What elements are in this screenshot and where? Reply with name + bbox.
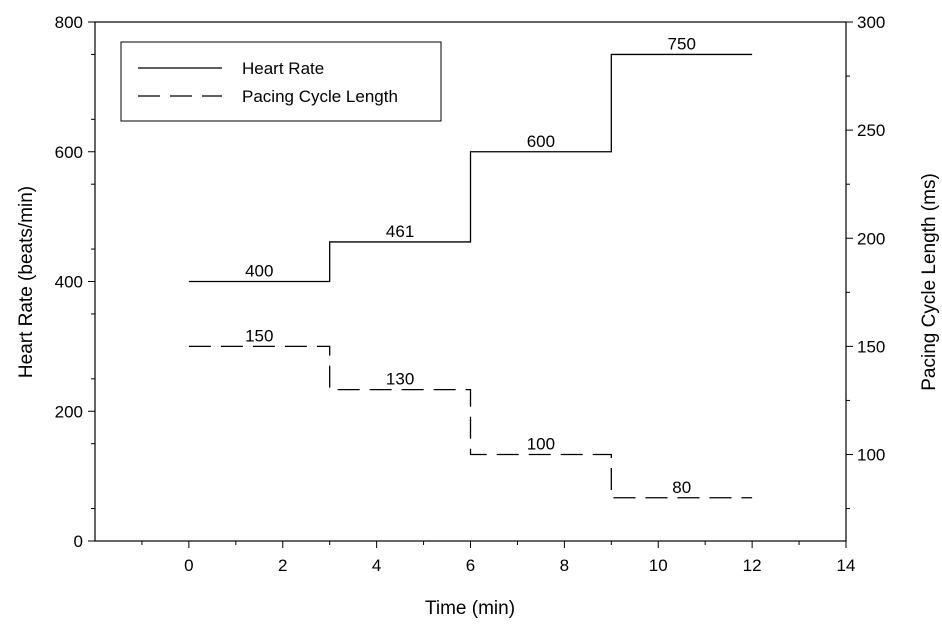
series-layer xyxy=(188,53,753,499)
x-tick-label: 10 xyxy=(649,556,668,575)
data-label-heart-rate: 600 xyxy=(527,132,555,151)
data-labels-layer: 400 461 600 750 150 130 100 80 xyxy=(245,34,696,496)
y2-tick-label: 150 xyxy=(857,337,885,356)
x-tick-label: 8 xyxy=(560,556,569,575)
legend-label-heart-rate: Heart Rate xyxy=(242,59,324,78)
data-label-heart-rate: 461 xyxy=(386,222,414,241)
y2-tick-label: 100 xyxy=(857,446,885,465)
x-tick-label: 2 xyxy=(278,556,287,575)
y-tick-label: 800 xyxy=(55,13,83,32)
y2-tick-label: 200 xyxy=(857,229,885,248)
y2-tick-label: 250 xyxy=(857,121,885,140)
data-label-pacing-cycle-length: 80 xyxy=(672,478,691,497)
ticks-layer: 0 2 4 6 8 10 12 14 0 200 400 600 800 100 150 200 250 300 xyxy=(55,13,886,575)
x-tick-label: 6 xyxy=(466,556,475,575)
series-line-heart-rate xyxy=(188,53,753,283)
legend-label-pacing-cycle-length: Pacing Cycle Length xyxy=(242,87,398,106)
x-tick-label: 4 xyxy=(372,556,381,575)
data-label-heart-rate: 750 xyxy=(668,34,696,53)
y-tick-label: 0 xyxy=(74,532,83,551)
x-tick-label: 14 xyxy=(837,556,856,575)
y-axis-title: Heart Rate (beats/min) xyxy=(16,186,37,378)
legend: Heart Rate Pacing Cycle Length xyxy=(120,41,442,122)
y-tick-label: 600 xyxy=(55,143,83,162)
data-label-pacing-cycle-length: 100 xyxy=(527,435,555,454)
x-tick-label: 12 xyxy=(743,556,762,575)
data-label-pacing-cycle-length: 150 xyxy=(245,326,273,345)
x-axis-title: Time (min) xyxy=(425,598,515,619)
legend-box xyxy=(120,41,442,122)
data-label-pacing-cycle-length: 130 xyxy=(386,370,414,389)
y-tick-label: 200 xyxy=(55,402,83,421)
x-tick-label: 0 xyxy=(184,556,193,575)
series-line-pacing-cycle-length xyxy=(188,345,753,499)
y2-axis-title: Pacing Cycle Length (ms) xyxy=(919,173,940,391)
y-tick-label: 400 xyxy=(55,273,83,292)
y2-tick-label: 300 xyxy=(857,13,885,32)
data-label-heart-rate: 400 xyxy=(245,262,273,281)
